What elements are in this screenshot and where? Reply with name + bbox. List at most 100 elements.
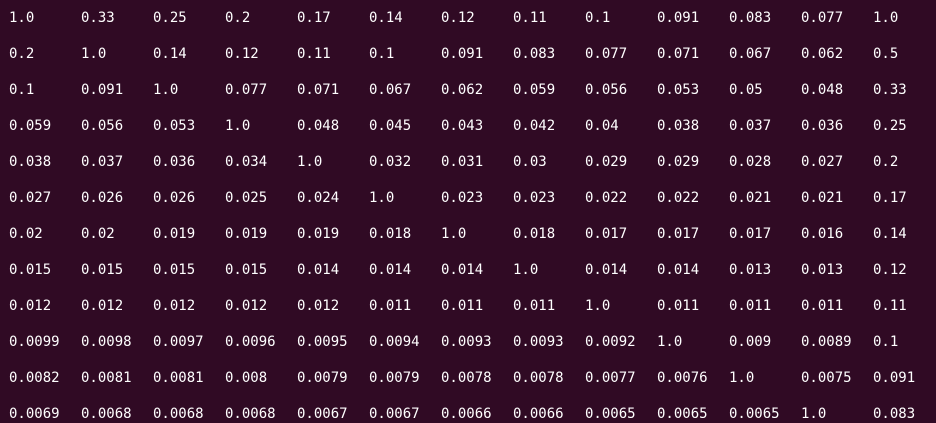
output-line: 0.2 1.0 0.14 0.12 0.11 0.1 0.091 0.083 0.077 0.07… [9, 36, 936, 72]
matrix-value: 0.038 [657, 118, 700, 134]
matrix-value: 0.11 [513, 10, 547, 26]
matrix-value: 0.0092 [585, 334, 636, 350]
matrix-value: 0.032 [369, 154, 412, 170]
matrix-value: 0.056 [585, 82, 628, 98]
matrix-value: 0.091 [81, 82, 124, 98]
matrix-value: 0.011 [729, 298, 772, 314]
matrix-value: 0.023 [513, 190, 556, 206]
matrix-value: 0.12 [441, 10, 475, 26]
matrix-value: 0.11 [873, 298, 907, 314]
output-line: 0.0069 0.0068 0.0068 0.0068 0.0067 0.0067 0.00… [9, 396, 936, 423]
matrix-value: 0.0069 [9, 406, 60, 422]
matrix-value: 0.014 [657, 262, 700, 278]
matrix-value: 0.027 [9, 190, 52, 206]
matrix-value: 0.077 [225, 82, 268, 98]
matrix-value: 0.077 [585, 46, 628, 62]
matrix-value: 0.25 [873, 118, 907, 134]
matrix-value: 0.0075 [801, 370, 852, 386]
matrix-value: 1.0 [441, 226, 467, 242]
matrix-value: 0.019 [225, 226, 268, 242]
matrix-value: 0.015 [81, 262, 124, 278]
matrix-value: 0.011 [369, 298, 412, 314]
matrix-value: 0.012 [153, 298, 196, 314]
matrix-value: 1.0 [513, 262, 539, 278]
matrix-value: 0.33 [81, 10, 115, 26]
matrix-value: 0.028 [729, 154, 772, 170]
matrix-value: 0.0077 [585, 370, 636, 386]
matrix-value: 0.022 [585, 190, 628, 206]
matrix-value: 0.12 [873, 262, 907, 278]
matrix-value: 1.0 [81, 46, 107, 62]
output-line: 0.015 0.015 0.015 0.015 0.014 0.014 0.014 1.0 0.… [9, 252, 936, 288]
matrix-value: 0.0068 [225, 406, 276, 422]
matrix-value: 0.017 [657, 226, 700, 242]
matrix-value: 0.0067 [369, 406, 420, 422]
matrix-value: 1.0 [585, 298, 611, 314]
matrix-value: 1.0 [297, 154, 323, 170]
matrix-value: 0.015 [225, 262, 268, 278]
matrix-value: 0.008 [225, 370, 268, 386]
matrix-value: 0.013 [729, 262, 772, 278]
matrix-value: 0.027 [801, 154, 844, 170]
matrix-value: 0.021 [729, 190, 772, 206]
output-line: 0.0082 0.0081 0.0081 0.008 0.0079 0.0079 0.007… [9, 360, 936, 396]
matrix-value: 0.1 [369, 46, 395, 62]
matrix-value: 0.036 [153, 154, 196, 170]
matrix-value: 0.0095 [297, 334, 348, 350]
matrix-value: 0.0066 [513, 406, 564, 422]
matrix-value: 0.1 [585, 10, 611, 26]
matrix-value: 0.0076 [657, 370, 708, 386]
matrix-value: 0.2 [225, 10, 251, 26]
matrix-value: 0.0068 [153, 406, 204, 422]
matrix-value: 0.083 [873, 406, 916, 422]
output-line: 0.059 0.056 0.053 1.0 0.048 0.045 0.043 0.042 0.… [9, 108, 936, 144]
matrix-value: 0.015 [153, 262, 196, 278]
matrix-value: 0.0089 [801, 334, 852, 350]
matrix-value: 0.091 [441, 46, 484, 62]
matrix-value: 0.0096 [225, 334, 276, 350]
matrix-value: 0.012 [9, 298, 52, 314]
output-line: 0.02 0.02 0.019 0.019 0.019 0.018 1.0 0.018 0.01… [9, 216, 936, 252]
matrix-value: 0.067 [369, 82, 412, 98]
matrix-value: 0.012 [297, 298, 340, 314]
matrix-value: 0.009 [729, 334, 772, 350]
matrix-value: 0.026 [153, 190, 196, 206]
matrix-value: 0.0078 [441, 370, 492, 386]
matrix-value: 0.1 [873, 334, 899, 350]
matrix-value: 0.2 [9, 46, 35, 62]
matrix-value: 0.0078 [513, 370, 564, 386]
matrix-value: 1.0 [873, 10, 899, 26]
matrix-value: 0.029 [585, 154, 628, 170]
matrix-value: 0.059 [513, 82, 556, 98]
matrix-value: 0.014 [369, 262, 412, 278]
matrix-value: 0.0097 [153, 334, 204, 350]
matrix-value: 0.023 [441, 190, 484, 206]
matrix-value: 0.012 [81, 298, 124, 314]
matrix-output: 1.0 0.33 0.25 0.2 0.17 0.14 0.12 0.11 0.1 0.091 0.… [9, 0, 936, 423]
matrix-value: 0.022 [657, 190, 700, 206]
matrix-value: 0.021 [801, 190, 844, 206]
matrix-value: 0.019 [153, 226, 196, 242]
matrix-value: 0.0099 [9, 334, 60, 350]
matrix-value: 0.25 [153, 10, 187, 26]
matrix-value: 0.025 [225, 190, 268, 206]
output-line: 0.0099 0.0098 0.0097 0.0096 0.0095 0.0094 0.00… [9, 324, 936, 360]
matrix-value: 0.013 [801, 262, 844, 278]
matrix-value: 0.03 [513, 154, 547, 170]
matrix-value: 1.0 [225, 118, 251, 134]
matrix-value: 0.014 [297, 262, 340, 278]
matrix-value: 0.037 [729, 118, 772, 134]
matrix-value: 0.048 [801, 82, 844, 98]
matrix-value: 0.17 [873, 190, 907, 206]
matrix-value: 0.11 [297, 46, 331, 62]
matrix-value: 0.016 [801, 226, 844, 242]
matrix-value: 0.5 [873, 46, 899, 62]
matrix-value: 0.014 [441, 262, 484, 278]
matrix-value: 0.062 [801, 46, 844, 62]
matrix-value: 0.14 [369, 10, 403, 26]
matrix-value: 0.015 [9, 262, 52, 278]
matrix-value: 0.018 [369, 226, 412, 242]
matrix-value: 0.042 [513, 118, 556, 134]
matrix-value: 0.0066 [441, 406, 492, 422]
